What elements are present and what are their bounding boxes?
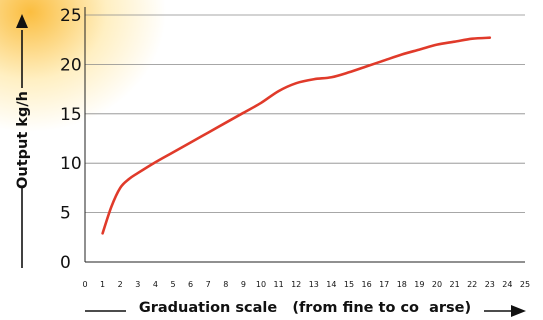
- x-tick-label: 25: [520, 280, 530, 289]
- x-tick-label: 21: [450, 280, 460, 289]
- x-tick-label: 0: [82, 280, 87, 289]
- x-tick-label: 19: [414, 280, 424, 289]
- x-tick-label: 11: [274, 280, 284, 289]
- x-tick-label: 16: [362, 280, 372, 289]
- y-axis-label: Output kg/h: [15, 91, 31, 189]
- x-tick-label: 12: [291, 280, 301, 289]
- x-tick-label: 9: [241, 280, 246, 289]
- x-tick-label: 20: [432, 280, 442, 289]
- y-tick-label: 20: [60, 55, 82, 75]
- x-arrow-head-icon: [511, 305, 526, 317]
- series-lines: [101, 36, 492, 235]
- x-axis-label-group: Graduation scale (from fine to co arse): [85, 300, 526, 317]
- x-tick-label: 15: [344, 280, 354, 289]
- x-tick-label: 13: [309, 280, 319, 289]
- y-tick-label: 5: [60, 204, 71, 224]
- x-tick-label: 7: [206, 280, 211, 289]
- x-tick-label: 24: [502, 280, 512, 289]
- y-tick-labels: 0 5 10 15 20 25: [60, 6, 82, 273]
- series-line-0: [101, 36, 492, 235]
- x-tick-label: 10: [256, 280, 266, 289]
- x-tick-label: 2: [118, 280, 123, 289]
- x-tick-label: 3: [135, 280, 140, 289]
- x-tick-label: 8: [223, 280, 228, 289]
- x-tick-labels: 0 1 2 3 4 5 6 7 8 9 10 11 12 13 14 15 16 17 18 19 20 21 22 23 24…: [82, 280, 530, 289]
- x-tick-label: 23: [485, 280, 495, 289]
- x-tick-label: 18: [397, 280, 407, 289]
- x-axis-label: Graduation scale (from fine to co arse): [139, 300, 471, 316]
- axes: [84, 7, 525, 263]
- x-tick-label: 5: [170, 280, 175, 289]
- x-tick-label: 4: [153, 280, 158, 289]
- x-tick-label: 17: [379, 280, 389, 289]
- x-tick-label: 1: [100, 280, 105, 289]
- y-tick-label: 25: [60, 6, 82, 26]
- y-tick-label: 0: [60, 253, 71, 273]
- x-tick-label: 6: [188, 280, 193, 289]
- y-axis-label-group: Output kg/h: [15, 14, 31, 268]
- gridlines: [85, 14, 525, 214]
- y-tick-label: 15: [60, 105, 82, 125]
- y-tick-label: 10: [60, 154, 82, 174]
- x-tick-label: 14: [326, 280, 336, 289]
- x-tick-label: 22: [467, 280, 477, 289]
- y-arrow-head-icon: [16, 14, 28, 28]
